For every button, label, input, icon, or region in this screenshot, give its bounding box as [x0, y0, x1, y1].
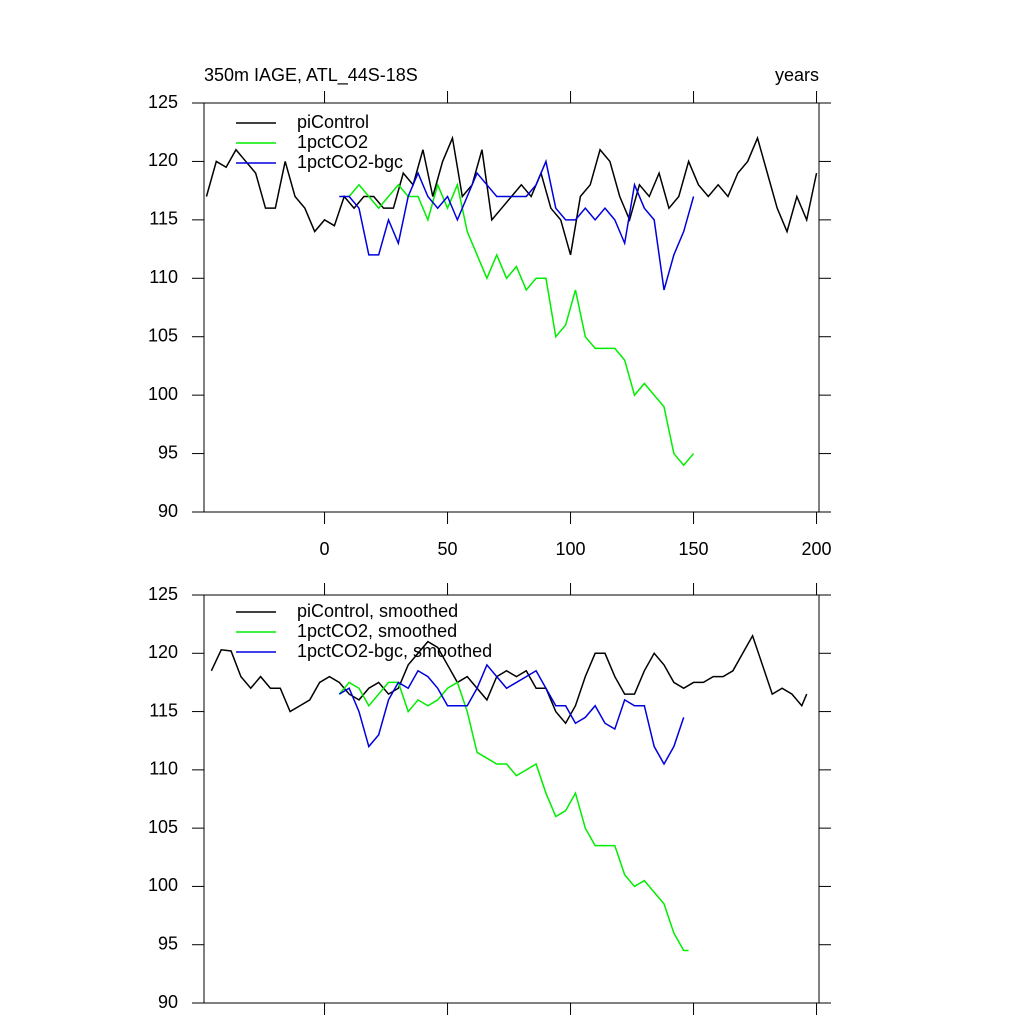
x-tick-label: 150 — [679, 539, 709, 559]
x-tick-label: 50 — [438, 539, 458, 559]
legend-label: 1pctCO2, smoothed — [297, 621, 457, 641]
x-tick-label: 100 — [556, 539, 586, 559]
y-tick-label: 125 — [148, 584, 178, 604]
legend-label: piControl, smoothed — [297, 601, 458, 621]
y-tick-label: 105 — [148, 325, 178, 345]
plot-frame — [203, 102, 820, 513]
legend-label: 1pctCO2-bgc — [297, 152, 403, 172]
x-tick-label: 200 — [802, 539, 832, 559]
data-line — [339, 158, 695, 291]
y-tick-label: 100 — [148, 875, 178, 895]
chart-title: 350m IAGE, ATL_44S-18S — [204, 65, 418, 86]
y-tick-label: 95 — [158, 442, 178, 462]
y-tick-label: 90 — [158, 992, 178, 1012]
y-tick-label: 120 — [148, 150, 178, 170]
y-tick-label: 120 — [148, 642, 178, 662]
chart-subtitle: years — [775, 65, 819, 85]
y-tick-label: 105 — [148, 817, 178, 837]
plot-frame — [203, 594, 820, 1004]
data-line — [338, 663, 685, 766]
y-tick-label: 115 — [149, 700, 178, 720]
y-tick-label: 100 — [148, 384, 178, 404]
legend-label: 1pctCO2-bgc, smoothed — [297, 641, 492, 661]
y-tick-label: 95 — [158, 933, 178, 953]
y-tick-label: 110 — [149, 759, 178, 779]
data-line — [348, 182, 695, 467]
x-tick-label: 0 — [320, 539, 330, 559]
y-tick-label: 115 — [149, 209, 178, 229]
y-tick-label: 110 — [149, 267, 178, 287]
data-line — [338, 681, 689, 952]
legend-label: piControl — [297, 112, 369, 132]
legend-label: 1pctCO2 — [297, 132, 368, 152]
data-line — [210, 633, 808, 725]
y-tick-label: 125 — [148, 92, 178, 112]
y-tick-label: 90 — [158, 501, 178, 521]
